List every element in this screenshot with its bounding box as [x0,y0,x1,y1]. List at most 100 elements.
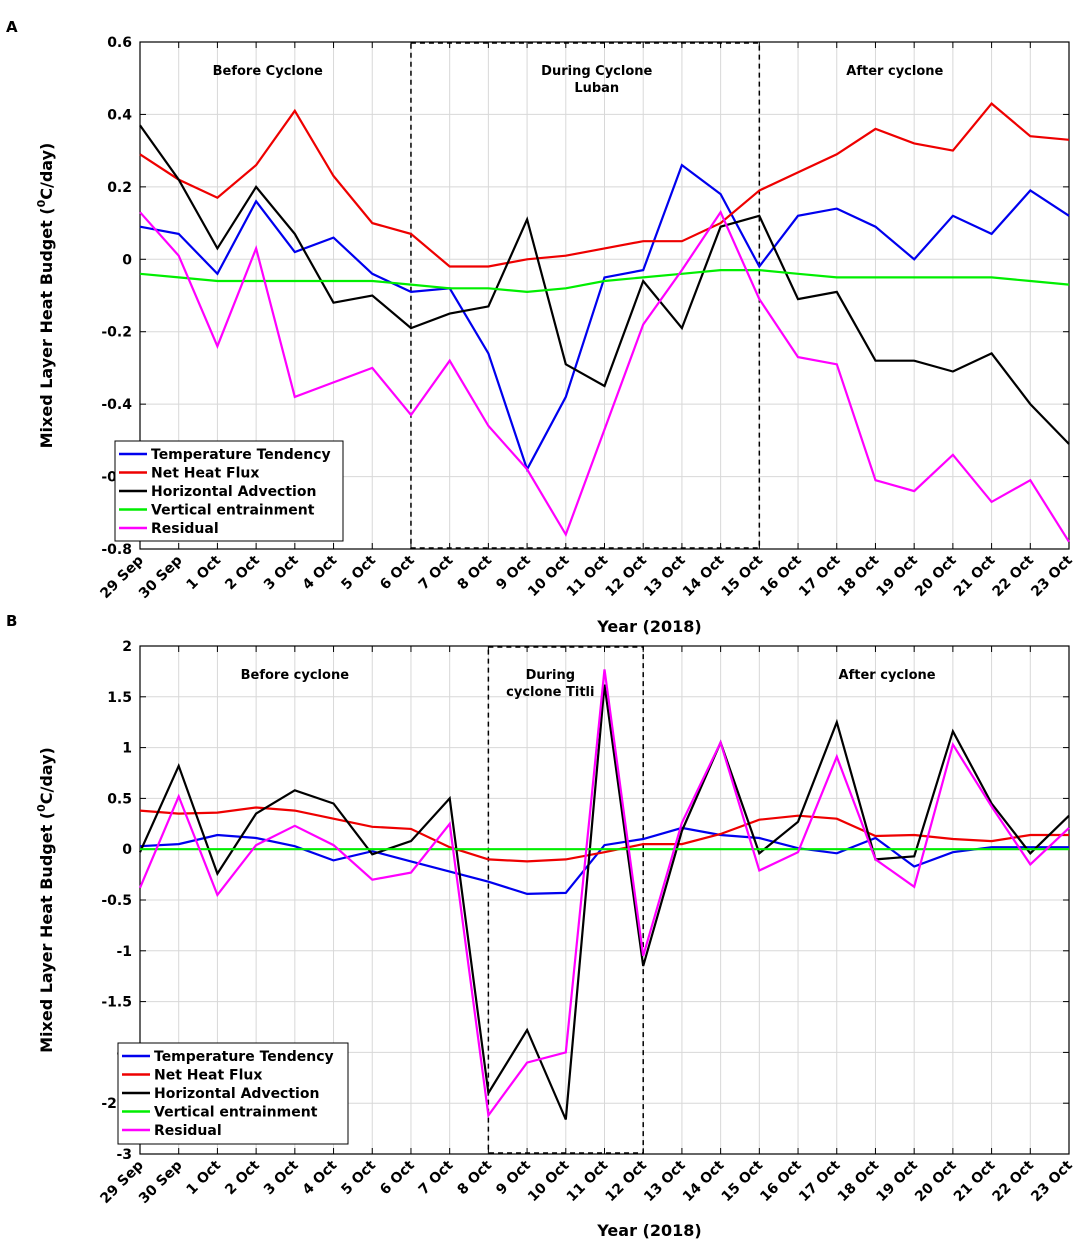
x-tick-label: 20 Oct [912,1157,960,1205]
phase-label: After cyclone [839,668,936,683]
x-tick-label: 12 Oct [602,1157,650,1205]
y-tick-label: 0.2 [107,180,132,196]
y-tick-label: 0 [122,842,132,858]
y-tick-label: 1.5 [107,690,132,706]
legend-label: Temperature Tendency [151,447,331,463]
x-tick-label: 14 Oct [680,1157,728,1205]
y-tick-label: 2 [122,639,132,655]
y-tick-label: -3 [116,1147,132,1163]
y-tick-label: -1 [116,944,132,960]
x-tick-label: 7 Oct [416,1157,457,1198]
phase-label: After cyclone [846,64,943,79]
phase-label: During [526,668,575,683]
y-tick-label: 0.5 [107,791,132,807]
x-tick-label: 4 Oct [300,552,341,593]
legend-label: Net Heat Flux [154,1068,262,1084]
x-tick-label: 15 Oct [719,1157,767,1205]
phase-label: During Cyclone [541,64,652,79]
y-axis-label-main: Mixed Layer Heat Budget ( [37,812,56,1053]
series-line-temperature-tendency [139,163,1070,473]
y-tick-label: 0.4 [107,107,132,123]
y-axis-label-unit: C/day) [37,747,56,804]
x-tick-label: 13 Oct [641,552,689,600]
y-axis-label: Mixed Layer Heat Budget (0C/day) [35,747,56,1053]
x-tick-label: 11 Oct [564,552,612,600]
x-tick-label: 2 Oct [222,552,263,593]
x-tick-label: 8 Oct [455,552,496,593]
legend-box [117,1042,349,1145]
x-tick-label: 19 Oct [873,1157,921,1205]
x-tick-label: 16 Oct [757,1157,805,1205]
x-tick-label: 6 Oct [377,552,418,593]
legend: Temperature Tendency Net Heat Flux Horizon… [114,440,344,542]
x-tick-label: 1 Oct [184,1157,225,1198]
y-axis-label-superscript: 0 [35,804,48,812]
x-tick-label: 1 Oct [184,552,225,593]
x-tick-label: 7 Oct [416,552,457,593]
x-tick-label: 10 Oct [525,552,573,600]
x-tick-label: 30 Sep [136,553,185,602]
phase-label: Before cyclone [241,668,350,683]
series-line-vertical-entrainment [139,269,1070,294]
legend-label: Vertical entrainment [151,503,315,519]
x-tick-label: 2 Oct [222,1157,263,1198]
x-tick-label: 3 Oct [261,552,302,593]
y-axis-label-unit: C/day) [37,143,56,200]
legend-label: Temperature Tendency [154,1049,334,1065]
legend-label: Horizontal Advection [154,1086,319,1102]
phase-label: cyclone Titli [506,685,594,700]
series-line-horizontal-advection [139,124,1070,445]
series-line-horizontal-advection [138,684,1070,1120]
y-tick-label: 1 [122,741,132,757]
y-tick-label: -0.8 [101,542,132,558]
x-tick-label: 19 Oct [873,552,921,600]
x-axis-label: Year (2018) [596,1221,701,1240]
x-tick-label: 30 Sep [136,1158,185,1207]
x-tick-label: 5 Oct [338,1157,379,1198]
x-tick-label: 23 Oct [1028,552,1076,600]
x-tick-label: 12 Oct [602,552,650,600]
y-tick-label: 0.6 [107,35,132,51]
x-tick-label: 17 Oct [796,552,844,600]
y-tick-label: -1.5 [101,995,132,1011]
x-tick-label: 18 Oct [835,552,883,600]
y-axis-label-main: Mixed Layer Heat Budget ( [37,207,56,448]
panel-a-letter: A [6,18,18,36]
x-tick-label: 11 Oct [564,1157,612,1205]
x-tick-label: 16 Oct [757,552,805,600]
x-tick-label: 22 Oct [990,1157,1038,1205]
cyclone-period-box [487,646,644,1154]
x-tick-label: 6 Oct [377,1157,418,1198]
series-line-residual [139,209,1070,543]
y-tick-label: -0.2 [101,325,132,341]
x-tick-label: 10 Oct [525,1157,573,1205]
y-axis-label-superscript: 0 [35,199,48,207]
legend-label: Net Heat Flux [151,466,259,482]
legend-label: Residual [151,521,219,537]
x-tick-label: 14 Oct [680,552,728,600]
y-axis-label: Mixed Layer Heat Budget (0C/day) [35,143,56,449]
cyclone-period-box [410,42,761,549]
series-line-temperature-tendency [139,826,1069,896]
legend-label: Horizontal Advection [151,484,316,500]
legend: Temperature Tendency Net Heat Flux Horizon… [117,1042,349,1145]
x-tick-label: 21 Oct [951,552,999,600]
legend-label: Vertical entrainment [154,1105,318,1121]
phase-label: Luban [574,81,619,96]
x-tick-label: 5 Oct [338,552,379,593]
panel-b-letter: B [6,612,18,630]
x-tick-label: 13 Oct [641,1157,689,1205]
series-line-net-heat-flux [139,806,1069,863]
x-tick-label: 15 Oct [719,552,767,600]
y-tick-label: 0 [122,252,132,268]
x-tick-label: 20 Oct [912,552,960,600]
x-tick-label: 18 Oct [835,1157,883,1205]
series-line-residual [138,669,1070,1119]
x-tick-label: 8 Oct [455,1157,496,1198]
x-tick-label: 23 Oct [1028,1157,1076,1205]
series-line-net-heat-flux [139,102,1070,268]
x-tick-label: 22 Oct [990,552,1038,600]
